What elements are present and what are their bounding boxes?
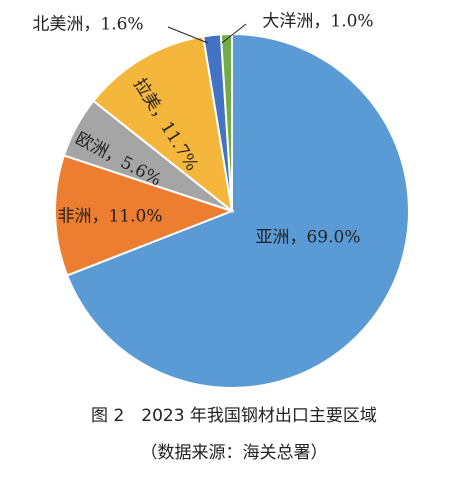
- data-label: 大洋洲，1.0%: [262, 12, 373, 32]
- data-label: 亚洲，69.0%: [255, 228, 360, 248]
- pie-slice: [54, 154, 235, 277]
- leader-line: [221, 23, 247, 44]
- leader-line: [167, 26, 209, 44]
- chart-subtitle: （数据来源：海关总署）: [141, 443, 328, 463]
- pie-slice: [219, 32, 233, 212]
- data-label: 北美洲，1.6%: [32, 15, 143, 35]
- data-label: 非洲，11.0%: [57, 207, 162, 227]
- chart-title: 图 2 2023 年我国钢材出口主要区域: [91, 406, 377, 426]
- pie-slice: [65, 32, 410, 389]
